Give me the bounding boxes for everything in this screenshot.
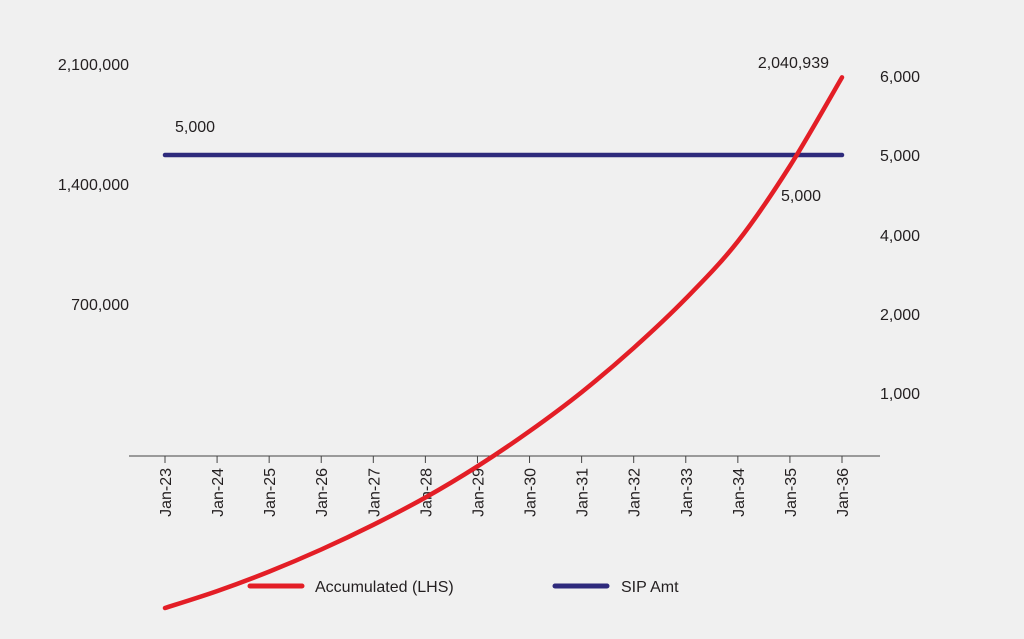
data-label: 2,040,939 bbox=[758, 55, 829, 72]
legend-label: Accumulated (LHS) bbox=[315, 579, 454, 596]
x-axis-tick-label: Jan-25 bbox=[262, 468, 279, 517]
x-axis-tick-label: Jan-35 bbox=[783, 468, 800, 517]
right-axis-tick-label: 1,000 bbox=[880, 386, 920, 403]
left-axis-tick-label: 1,400,000 bbox=[58, 177, 129, 194]
right-axis-tick-label: 6,000 bbox=[880, 69, 920, 86]
x-axis-tick-label: Jan-29 bbox=[470, 468, 487, 517]
x-axis-tick-label: Jan-32 bbox=[627, 468, 644, 517]
data-label: 5,000 bbox=[175, 119, 215, 136]
annotations: 2,040,939 5,000 5,000 bbox=[175, 55, 829, 205]
data-label: 5,000 bbox=[781, 188, 821, 205]
x-axis-tick-label: Jan-31 bbox=[575, 468, 592, 517]
x-axis-tick-label: Jan-34 bbox=[731, 468, 748, 517]
x-axis-tick-label: Jan-24 bbox=[210, 468, 227, 517]
x-axis-tick-label: Jan-33 bbox=[679, 468, 696, 517]
plot-area bbox=[162, 75, 845, 611]
x-axis-tick-label: Jan-27 bbox=[366, 468, 383, 517]
series-line-accumulated bbox=[162, 75, 845, 611]
right-axis-tick-label: 2,000 bbox=[880, 307, 920, 324]
legend-label: SIP Amt bbox=[621, 579, 679, 596]
right-axis-tick-label: 4,000 bbox=[880, 228, 920, 245]
right-axis-tick-label: 5,000 bbox=[880, 148, 920, 165]
legend: Accumulated (LHS) SIP Amt bbox=[247, 579, 679, 596]
left-axis: 700,000 1,400,000 2,100,000 bbox=[58, 57, 129, 314]
x-axis-tick-label: Jan-26 bbox=[314, 468, 331, 517]
left-axis-tick-label: 2,100,000 bbox=[58, 57, 129, 74]
x-axis-tick-label: Jan-28 bbox=[418, 468, 435, 517]
left-axis-tick-label: 700,000 bbox=[71, 297, 129, 314]
x-axis-tick-label: Jan-23 bbox=[158, 468, 175, 517]
x-axis-tick-label: Jan-36 bbox=[835, 468, 852, 517]
x-axis-tick-label: Jan-30 bbox=[523, 468, 540, 517]
x-axis: Jan-23 Jan-24 Jan-25 Jan-26 Jan-27 Jan-28 Jan-… bbox=[129, 455, 880, 517]
right-axis: 1,000 2,000 4,000 5,000 6,000 bbox=[880, 69, 920, 403]
